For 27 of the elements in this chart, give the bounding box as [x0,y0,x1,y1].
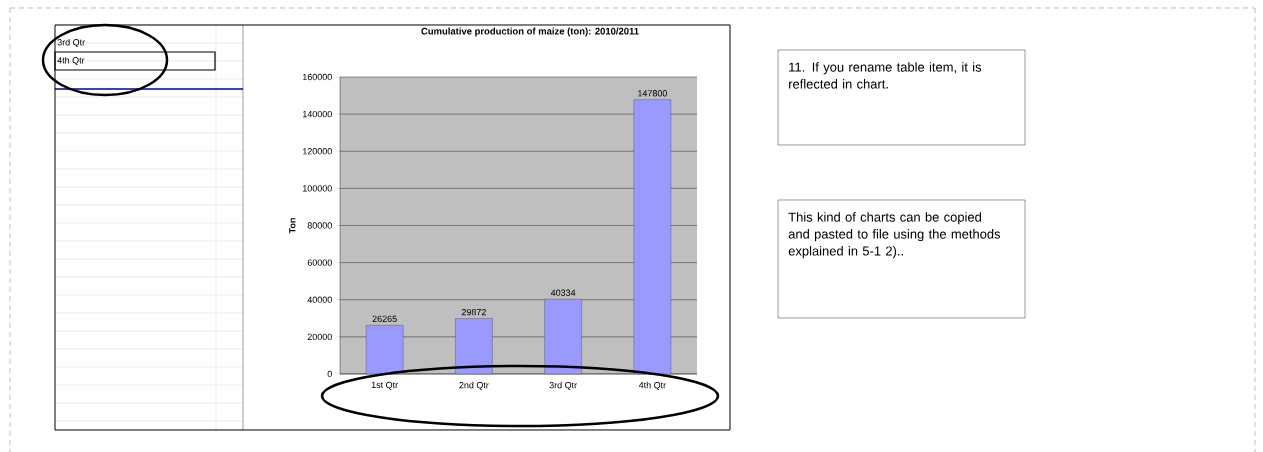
chart-title: Cumulative production of maize (ton): 2010/2011 [421,27,639,37]
y-tick-label: 60000 [307,259,332,266]
y-tick-label: 140000 [303,110,332,118]
x-tick-label: 3rd Qtr [549,381,577,390]
y-tick-label: 80000 [307,222,332,229]
text: 3rd Qtr [57,38,85,48]
x-tick-label: 2nd Qtr [459,381,489,390]
y-tick-label: 120000 [303,148,332,155]
y-tick-label: 40000 [307,296,332,303]
bar [633,99,672,375]
text: 11. If you rename table item, it is reflected in chart. [789,62,982,89]
x-tick-label: 4th Qtr [638,381,666,390]
y-axis-title: Ton [289,218,296,234]
bar [455,318,493,375]
x-tick-label: 1st Qtr [371,381,398,390]
y-tick-label: 0 [327,370,332,378]
data-label: 147800 [638,90,667,97]
y-tick-label: 20000 [307,333,332,341]
data-label: 40334 [550,289,576,296]
data-label: 29872 [461,308,486,316]
text: 4th Qtr [57,56,85,66]
text: This kind of charts can be copied and pasted to file using the methods explained in 5-1 2).. [788,212,1001,259]
y-tick-label: 100000 [303,185,332,192]
bar [544,298,582,375]
y-tick-label: 160000 [303,73,332,81]
data-label: 26265 [372,315,397,323]
bar [365,325,404,375]
